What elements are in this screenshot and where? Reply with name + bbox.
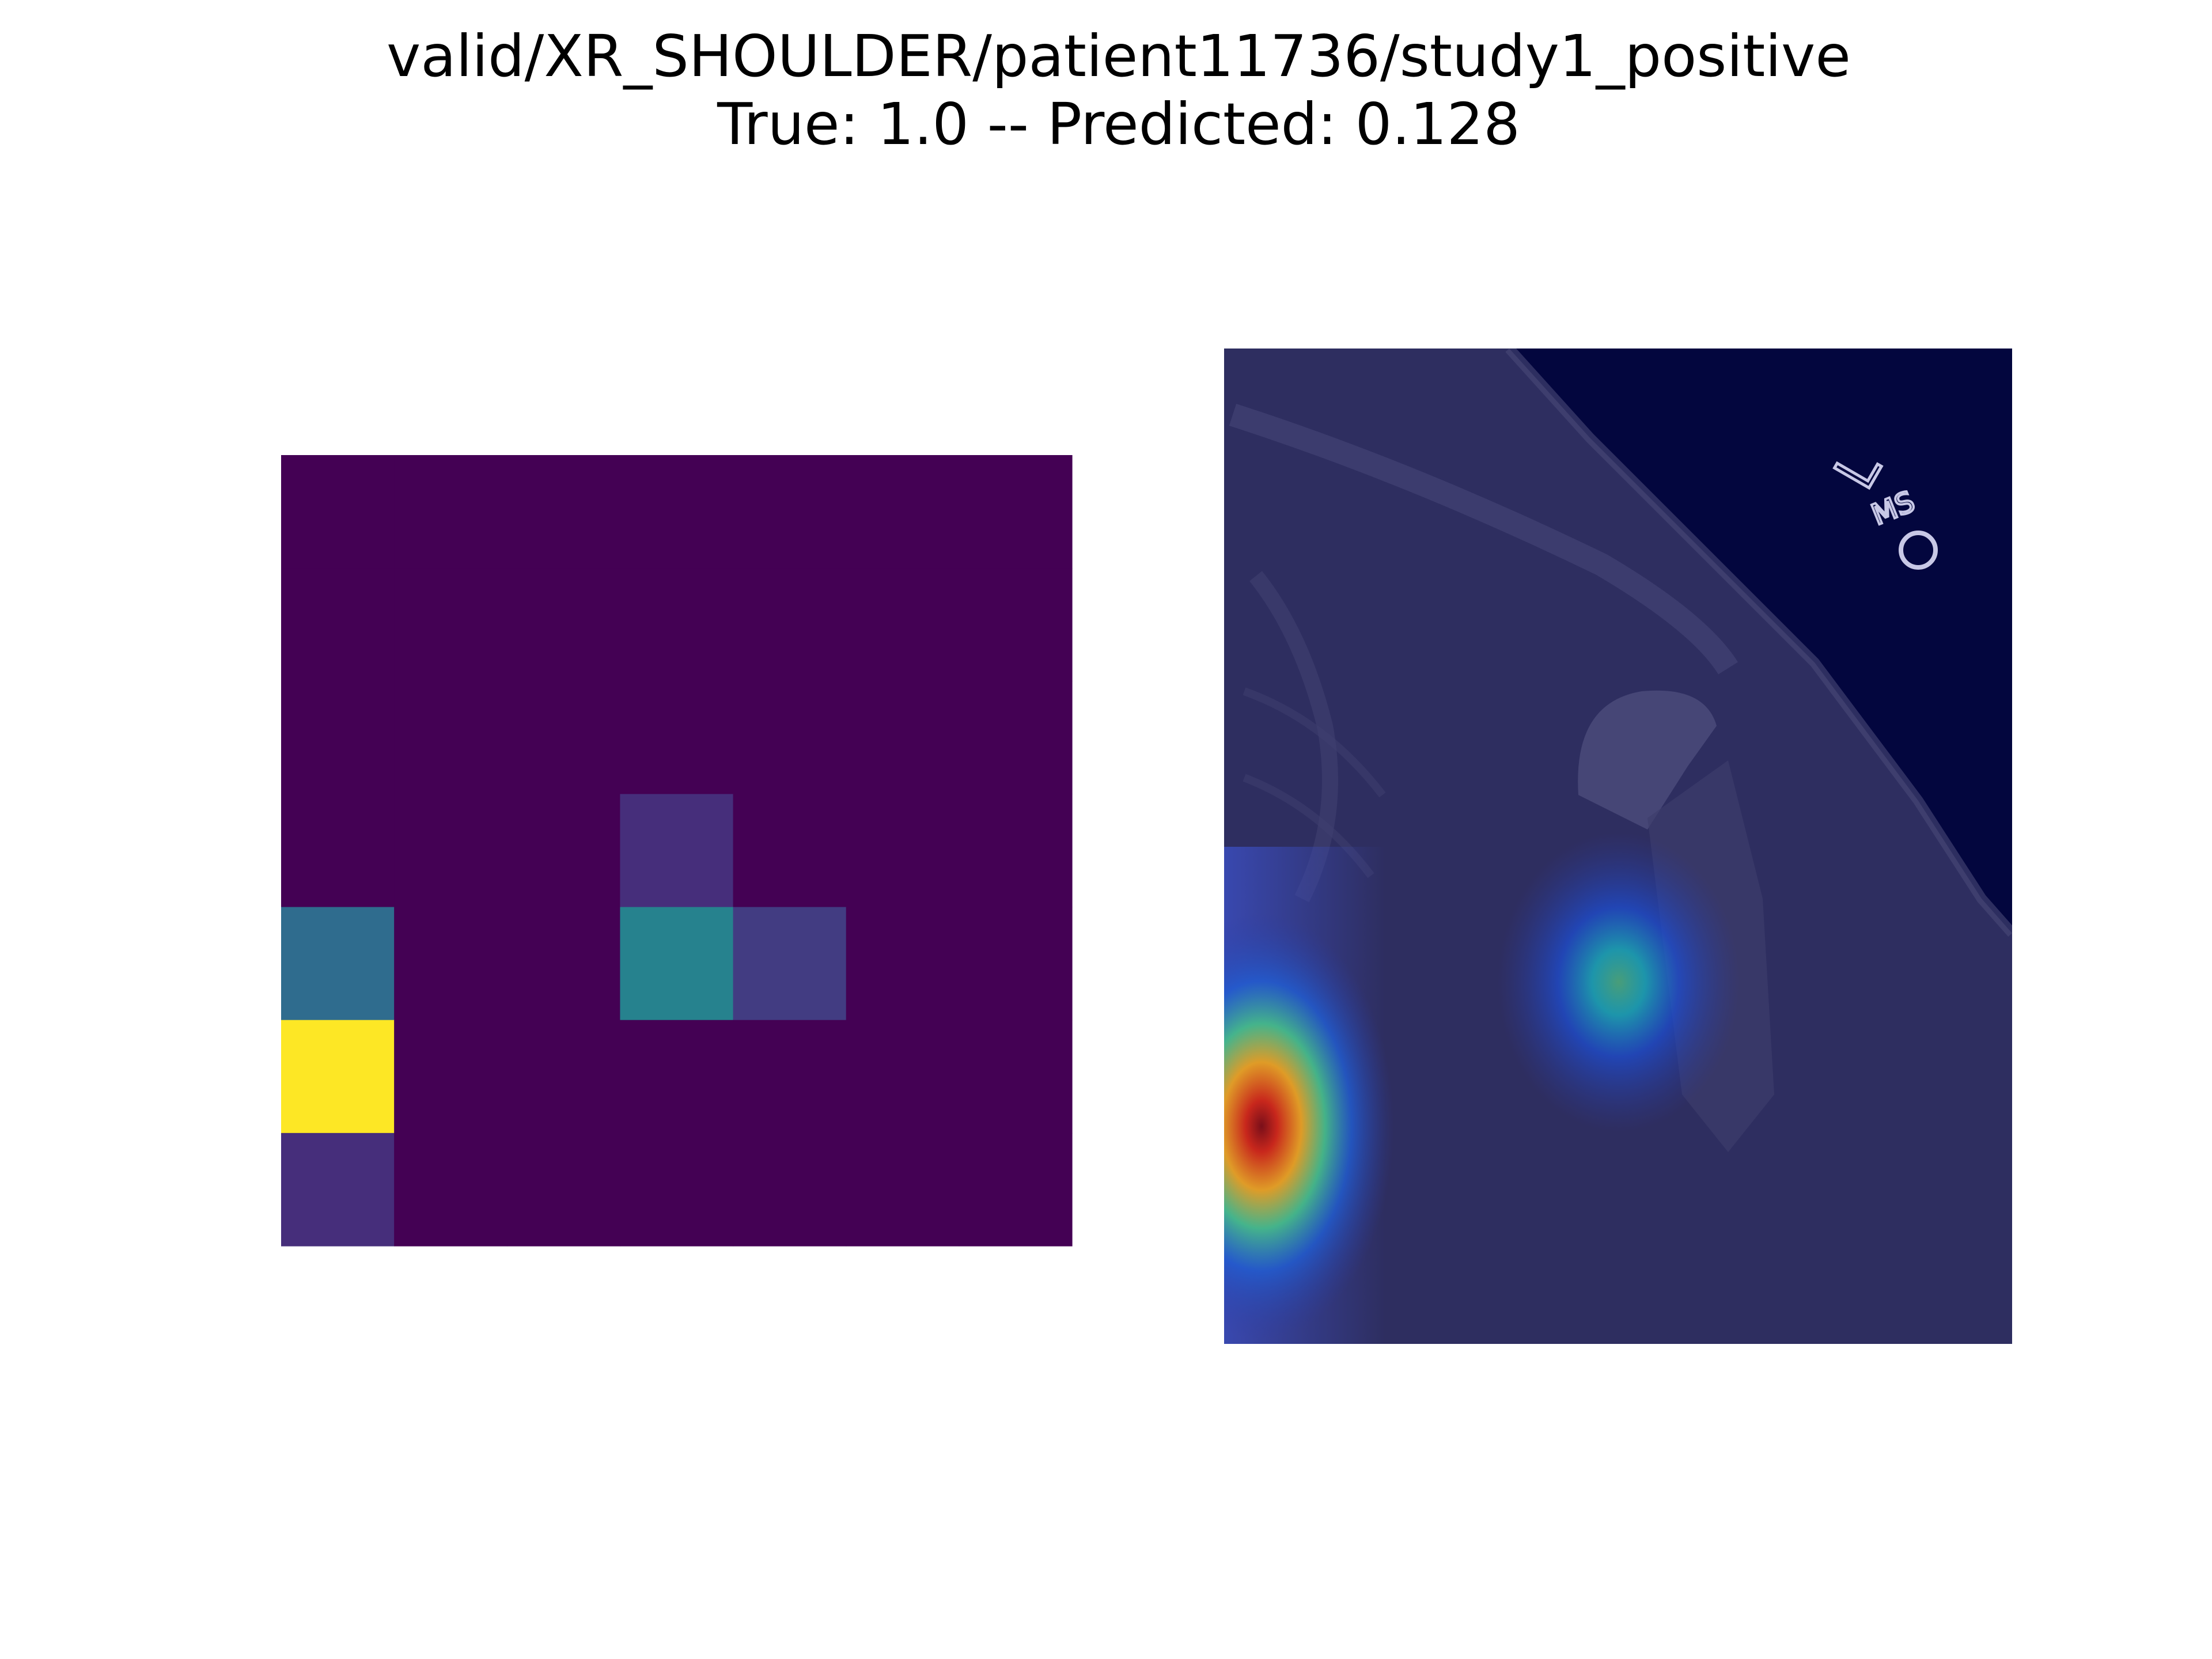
xray-scapula — [1249, 571, 1338, 903]
xray-dark-region — [1509, 349, 2012, 933]
heatmap-cell — [620, 1132, 734, 1247]
xray-humeral-head — [1578, 690, 1717, 830]
heatmap-cell — [620, 568, 734, 681]
heatmap-cell — [733, 568, 847, 681]
xray-overlay-panel: L MS — [1224, 349, 2012, 1344]
heatmap-cell — [846, 568, 960, 681]
heatmap-cell — [846, 1020, 960, 1134]
heatmap-cell — [394, 794, 507, 908]
heatmap-cell — [959, 907, 1073, 1021]
heatmap-cell — [733, 455, 847, 569]
overlay-hotspot-left — [1224, 913, 1394, 1339]
heatmap-cell — [620, 1020, 734, 1134]
heatmap-cell — [507, 1132, 621, 1247]
heatmap-cell — [733, 681, 847, 795]
xray-marker-circle — [1899, 531, 1938, 570]
heatmap-cell — [733, 907, 847, 1021]
heatmap-cell — [959, 455, 1073, 569]
heatmap-cell — [394, 1020, 507, 1134]
overlay-hotspot-mid — [1498, 832, 1740, 1132]
heatmap-cell — [959, 1020, 1073, 1134]
heatmap-cell — [959, 794, 1073, 908]
heatmap-cell — [733, 1020, 847, 1134]
heatmap-cell — [394, 907, 507, 1021]
heatmap-cell — [507, 455, 621, 569]
heatmap-cell — [394, 1132, 507, 1247]
heatmap-cell — [281, 1020, 395, 1134]
xray-skin-edge — [1505, 349, 2012, 937]
heatmap-cell — [733, 1132, 847, 1247]
heatmap-cell — [281, 794, 395, 908]
heatmap-cell — [281, 568, 395, 681]
chart-subtitle: True: 1.0 -- Predicted: 0.128 — [717, 90, 1520, 158]
heatmap-cell — [846, 1132, 960, 1247]
heatmap-cell — [281, 907, 395, 1021]
heatmap-cell — [846, 794, 960, 908]
xray-clavicle — [1229, 403, 1738, 675]
heatmap-cell — [281, 681, 395, 795]
heatmap-cell — [507, 794, 621, 908]
heatmap-cell — [620, 455, 734, 569]
chart-title: valid/XR_SHOULDER/patient11736/study1_po… — [387, 22, 1851, 90]
heatmap-cell — [733, 794, 847, 908]
heatmap-cell — [620, 907, 734, 1021]
heatmap-cell — [620, 794, 734, 908]
heatmap-cell — [846, 907, 960, 1021]
heatmap-cell — [959, 681, 1073, 795]
heatmap-cell — [281, 1132, 395, 1247]
heatmap-cell — [281, 455, 395, 569]
heatmap-cell — [959, 1132, 1073, 1247]
heatmap-cell — [959, 568, 1073, 681]
heatmap-cell — [507, 681, 621, 795]
heatmap-cell — [394, 681, 507, 795]
heatmap-cell — [394, 455, 507, 569]
heatmap-cell — [620, 681, 734, 795]
heatmap-cell — [394, 568, 507, 681]
heatmap-cell — [507, 1020, 621, 1134]
heatmap-cell — [507, 907, 621, 1021]
activation-heatmap — [281, 455, 1073, 1247]
heatmap-cell — [846, 681, 960, 795]
heatmap-cell — [507, 568, 621, 681]
heatmap-cell — [846, 455, 960, 569]
